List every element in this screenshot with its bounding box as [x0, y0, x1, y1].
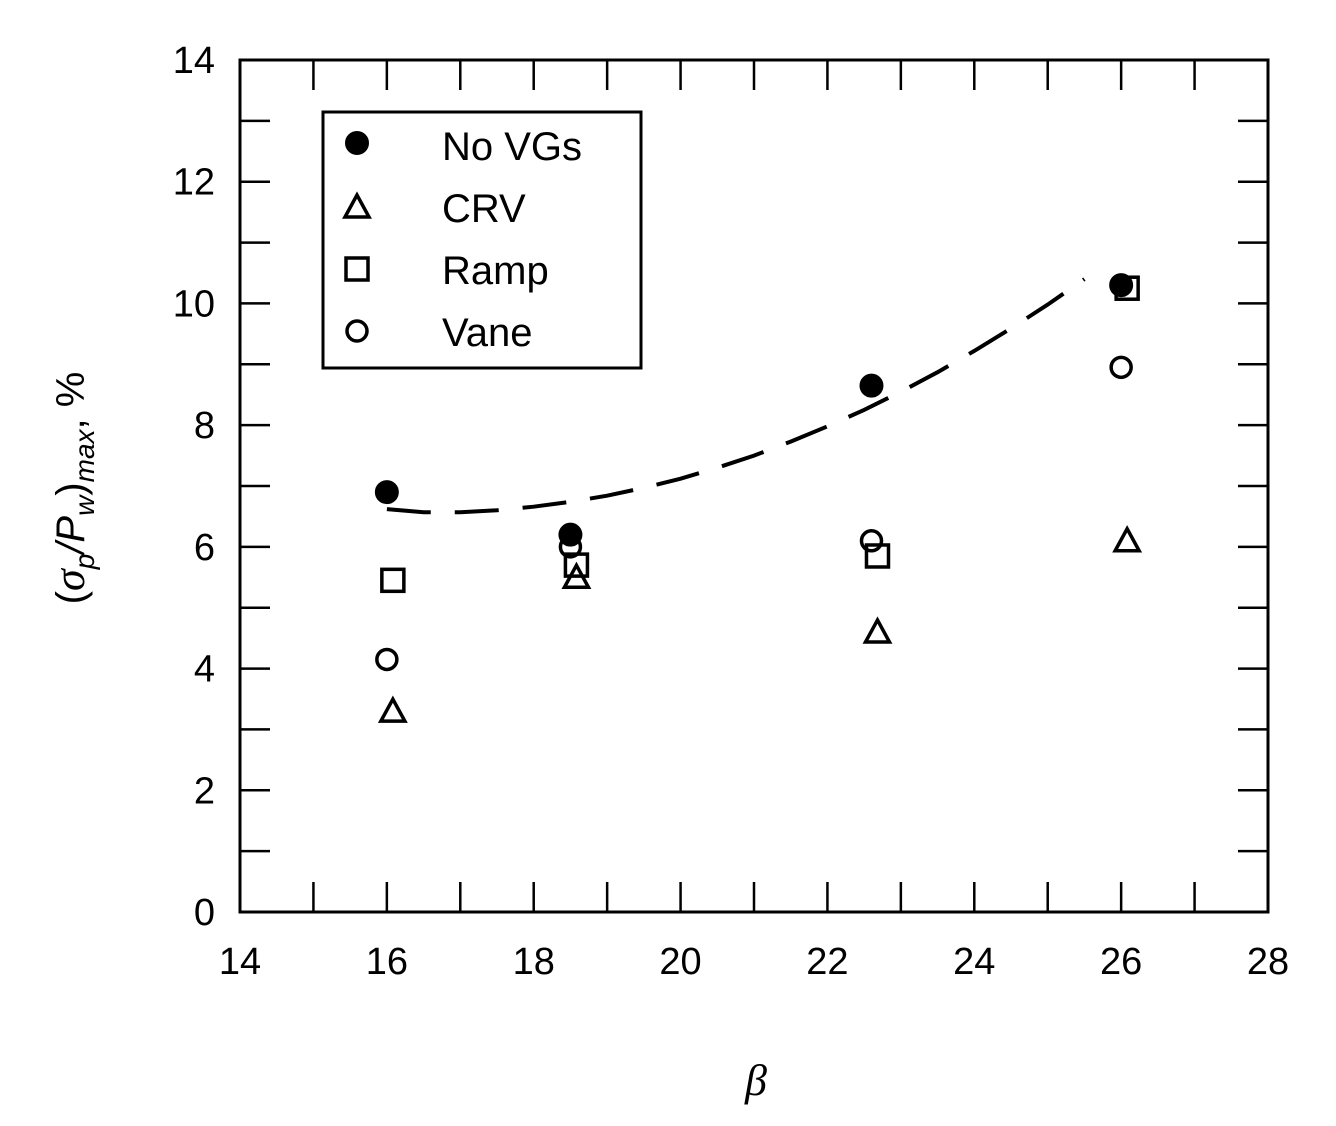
x-tick-label: 20 [659, 941, 701, 983]
legend-box [321, 110, 643, 370]
x-tick-label: 24 [953, 941, 995, 983]
y-axis-title-group: (σp/Pw)max, % [45, 372, 100, 605]
y-tick-label: 12 [173, 162, 215, 204]
data-point-vane [1109, 355, 1133, 380]
y-title-unit: , % [49, 372, 93, 430]
legend-marker-no-vgs [345, 131, 369, 155]
y-title-sigma: σ [45, 567, 94, 591]
legend-label-crv: CRV [442, 187, 526, 231]
axis-ticks [238, 58, 1270, 914]
legend: No VGs CRV Ramp Vane [321, 110, 643, 370]
y-title-close: ) [49, 482, 93, 495]
data-point-no-vgs [374, 480, 399, 505]
y-tick-label: 10 [173, 283, 215, 325]
y-title-sub-p: p [69, 554, 100, 571]
legend-marker-ramp [344, 256, 370, 282]
y-tick-label: 2 [194, 770, 215, 812]
y-title-sub-w: w [69, 494, 100, 516]
data-point-vane [558, 535, 583, 559]
fit-curve-group [386, 277, 1086, 515]
legend-marker-crv [342, 191, 372, 219]
y-title-open: ( [49, 590, 93, 604]
data-point-vane [859, 529, 884, 553]
data-point-vane [375, 647, 399, 672]
data-point-no-vgs [859, 373, 884, 398]
y-title-sub-max: max [69, 428, 100, 482]
y-title-slash: /P [49, 516, 93, 557]
data-points [374, 273, 1143, 723]
legend-label-vane: Vane [442, 311, 532, 355]
data-point-ramp [864, 543, 891, 569]
x-axis-title: β [744, 1056, 767, 1105]
data-point-crv [862, 616, 893, 644]
legend-label-no-vgs: No VGs [442, 125, 582, 169]
data-point-crv [377, 695, 408, 723]
data-point-crv [1112, 525, 1143, 553]
legend-markers [342, 131, 372, 343]
x-tick-label: 26 [1100, 941, 1142, 983]
dashed-fit-curve [386, 277, 1086, 515]
data-point-ramp [1114, 275, 1140, 301]
legend-marker-vane [345, 319, 369, 343]
x-tick-label: 28 [1247, 941, 1289, 983]
y-axis-title: (σp/Pw)max, % [45, 372, 100, 605]
y-tick-label: 14 [173, 40, 215, 82]
y-tick-label: 8 [194, 405, 215, 447]
y-tick-label: 6 [194, 527, 215, 569]
x-tick-label: 22 [806, 941, 848, 983]
x-tick-label: 14 [219, 941, 261, 983]
data-point-ramp [380, 567, 406, 594]
y-tick-label: 4 [194, 649, 215, 691]
legend-label-ramp: Ramp [442, 249, 549, 293]
x-tick-label: 18 [513, 941, 555, 983]
x-tick-label: 16 [366, 941, 408, 983]
y-tick-label: 0 [194, 892, 215, 934]
